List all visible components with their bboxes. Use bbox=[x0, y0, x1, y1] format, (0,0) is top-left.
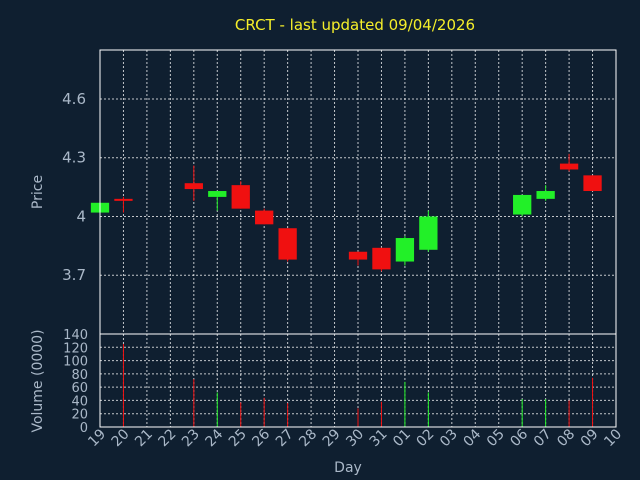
x-tick-label: 22 bbox=[156, 426, 180, 450]
x-tick-label: 01 bbox=[390, 426, 414, 450]
candle-body bbox=[372, 247, 391, 270]
volume-panel-frame bbox=[99, 333, 617, 428]
price-y-tick-label: 4.6 bbox=[62, 90, 86, 108]
volume-y-tick-label: 100 bbox=[63, 355, 88, 370]
x-tick-label: 03 bbox=[437, 426, 461, 450]
x-tick-label: 07 bbox=[531, 426, 555, 450]
x-tick-label: 30 bbox=[343, 426, 367, 450]
candle-body bbox=[559, 163, 579, 170]
x-tick-label: 24 bbox=[202, 426, 226, 450]
candles bbox=[90, 153, 602, 272]
x-tick-label: 23 bbox=[179, 426, 203, 450]
candle-body bbox=[114, 198, 133, 201]
x-tick-label: 04 bbox=[460, 426, 484, 450]
x-tick-label: 06 bbox=[507, 426, 531, 450]
volume-y-tick-label: 80 bbox=[71, 368, 88, 383]
candle-body bbox=[348, 251, 368, 260]
candle-body bbox=[536, 191, 555, 199]
price-y-tick-label: 4 bbox=[76, 207, 86, 225]
candle-body bbox=[231, 185, 250, 209]
volume-axis-label: Volume (0000) bbox=[30, 329, 46, 432]
price-axis-label: Price bbox=[30, 175, 46, 209]
volume-y-tick-label: 0 bbox=[80, 421, 88, 436]
candle-body bbox=[419, 216, 438, 250]
x-tick-label: 08 bbox=[554, 426, 578, 450]
x-axis-label: Day bbox=[334, 460, 362, 476]
x-tick-label: 25 bbox=[226, 426, 250, 450]
x-tick-label: 02 bbox=[414, 426, 438, 450]
candle-body bbox=[208, 191, 227, 197]
x-tick-labels: 19 20 21 22 23 24 25 26 27 28 29 30 31 01 02 03 04 05 06 07… bbox=[85, 426, 625, 450]
x-tick-label: 26 bbox=[249, 426, 273, 450]
x-tick-label: 19 bbox=[85, 426, 109, 450]
price-y-tick-label: 4.3 bbox=[62, 149, 86, 167]
candle-body bbox=[278, 228, 297, 260]
chart-title: CRCT - last updated 09/04/2026 bbox=[235, 16, 475, 34]
price-y-tick-labels: 3.7 4 4.3 4.6 bbox=[62, 90, 86, 284]
candle-body bbox=[513, 194, 532, 215]
x-tick-label: 09 bbox=[578, 426, 602, 450]
candle-body bbox=[395, 238, 415, 262]
price-grid bbox=[100, 50, 616, 334]
volume-y-tick-label: 140 bbox=[63, 328, 88, 343]
x-tick-label: 21 bbox=[132, 426, 156, 450]
volume-bars bbox=[122, 343, 594, 427]
volume-y-tick-label: 40 bbox=[71, 394, 88, 409]
x-tick-label: 10 bbox=[601, 426, 625, 450]
x-tick-label: 20 bbox=[109, 426, 133, 450]
volume-y-tick-label: 60 bbox=[71, 381, 88, 396]
x-tick-label: 28 bbox=[296, 426, 320, 450]
candle-body bbox=[184, 183, 203, 190]
candle-body bbox=[583, 175, 602, 192]
volume-y-tick-label: 120 bbox=[63, 341, 88, 356]
x-tick-label: 31 bbox=[367, 426, 391, 450]
price-y-tick-label: 3.7 bbox=[62, 266, 86, 284]
candle-body bbox=[255, 210, 274, 225]
x-tick-label: 29 bbox=[320, 426, 344, 450]
x-tick-label: 05 bbox=[484, 426, 508, 450]
x-tick-label: 27 bbox=[273, 426, 297, 450]
volume-y-tick-label: 20 bbox=[71, 408, 88, 423]
